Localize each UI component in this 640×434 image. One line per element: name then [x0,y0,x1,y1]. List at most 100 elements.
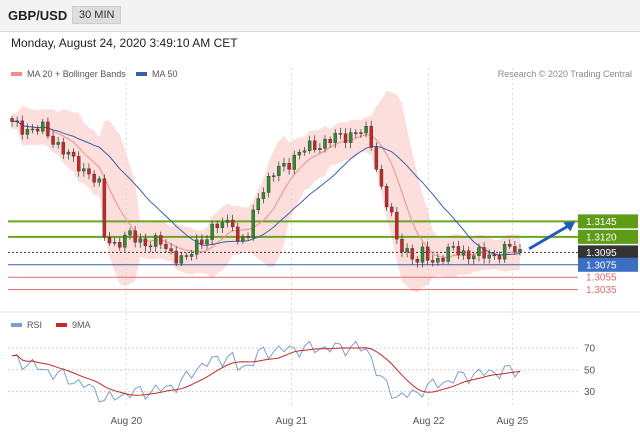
candle-body-25 [138,238,143,243]
candle-body-67 [354,132,358,134]
candle-58 [307,135,312,154]
candle-body-38 [205,239,209,245]
candle-15 [87,163,91,180]
candle-body-43 [230,219,235,228]
candle-73 [384,183,389,211]
candle-40 [215,220,219,234]
candle-31 [169,243,173,255]
candle-42 [225,214,230,228]
candle-body-9 [56,142,60,145]
candle-14 [82,163,86,177]
legend-rsi: RSI [11,320,42,330]
candle-body-95 [497,254,502,260]
candle-29 [159,231,163,250]
candle-81 [425,241,430,266]
candle-body-97 [508,243,512,247]
candle-28 [153,232,158,252]
candle-20 [112,236,117,246]
candle-body-82 [431,260,435,263]
candle-body-58 [307,140,312,151]
candle-13 [76,151,81,177]
candle-body-70 [369,126,373,148]
legend-ma50-label: MA 50 [152,69,178,79]
candle-85 [446,243,450,265]
candle-body-18 [102,178,107,238]
candle-76 [400,233,404,258]
candle-body-98 [513,246,517,253]
timeframe-button[interactable]: 30 MIN [72,6,122,24]
candle-body-39 [210,223,214,240]
candle-body-62 [328,139,332,144]
candle-75 [395,206,399,244]
candle-11 [66,149,71,160]
candle-7 [46,117,50,139]
candle-body-28 [153,235,158,247]
candle-body-99 [518,249,522,253]
candle-body-4 [30,128,35,131]
symbol-label: GBP/USD [8,8,68,23]
candle-body-89 [466,250,471,260]
candle-body-34 [184,255,189,257]
candle-61 [323,135,327,153]
x-tick-label-Aug-20: Aug 20 [110,416,142,427]
candle-71 [374,142,379,173]
candle-74 [389,203,394,217]
candle-body-12 [71,151,76,157]
candle-46 [246,232,250,241]
candle-33 [179,251,184,267]
candle-57 [302,146,307,156]
candle-39 [210,220,214,246]
candle-55 [292,150,296,175]
candle-body-47 [251,209,255,238]
candle-body-30 [164,244,168,249]
candle-59 [313,135,317,153]
candle-53 [282,157,286,172]
candle-22 [123,231,127,252]
candle-body-56 [297,151,302,156]
candle-body-16 [92,173,96,183]
candle-body-92 [482,247,486,259]
candle-body-76 [400,238,404,253]
candle-6 [41,118,45,135]
target-arrow-head [563,221,576,232]
x-tick-label-Aug-22: Aug 22 [413,416,445,427]
candle-50 [266,172,271,198]
legend-9ma-label: 9MA [72,320,91,330]
candle-body-19 [107,237,112,244]
candle-body-73 [384,186,389,208]
candle-body-13 [76,156,81,172]
candle-body-71 [374,147,379,170]
candle-60 [318,143,322,154]
candle-25 [138,233,143,248]
candle-body-31 [169,248,173,252]
candle-66 [348,127,353,149]
candle-41 [220,217,225,233]
candle-8 [51,130,55,149]
level-tag-1.3145: 1.3145 [586,217,617,228]
legend-ma50: MA 50 [136,69,178,79]
candle-18 [102,174,107,241]
header-bar: GBP/USD 30 MIN [0,0,640,32]
candle-34 [184,252,189,261]
ma50-line [11,120,521,256]
candle-52 [277,161,281,182]
candle-body-36 [195,239,199,255]
candle-99 [518,243,522,256]
candle-body-53 [282,163,286,167]
candle-body-75 [395,211,399,240]
candle-5 [35,125,40,135]
candle-body-66 [348,132,353,143]
candle-body-3 [25,128,30,135]
candle-16 [92,170,96,188]
rsi-ma-line [11,347,521,396]
candle-body-8 [51,135,55,145]
candle-72 [379,164,384,190]
candle-64 [338,127,343,140]
candle-54 [287,157,291,175]
rsi-tick-30: 30 [584,387,596,398]
candle-32 [174,245,178,267]
legend-9ma: 9MA [56,320,91,330]
candle-63 [333,129,337,149]
candle-83 [436,253,440,266]
